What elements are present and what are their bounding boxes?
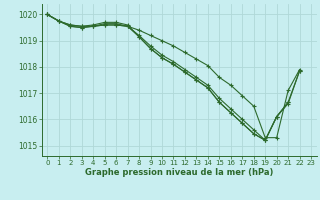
X-axis label: Graphe pression niveau de la mer (hPa): Graphe pression niveau de la mer (hPa) xyxy=(85,168,273,177)
